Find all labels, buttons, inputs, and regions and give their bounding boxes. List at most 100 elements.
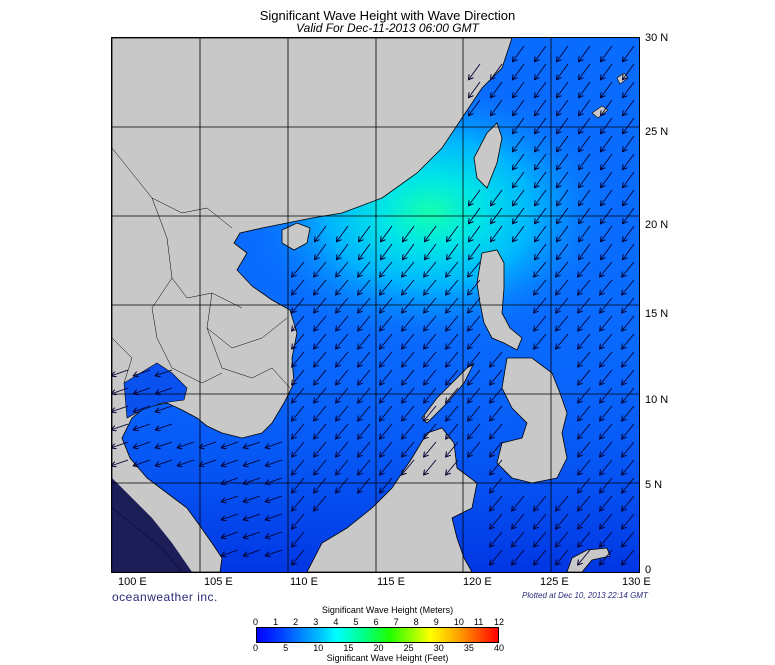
wave-direction-arrow (155, 369, 173, 376)
wave-direction-arrow (622, 279, 635, 295)
wave-direction-arrow (336, 369, 349, 385)
wave-direction-arrow (314, 369, 327, 385)
wave-direction-arrow (556, 99, 569, 116)
wave-direction-arrow (380, 333, 393, 349)
wave-direction-arrow (578, 279, 591, 295)
wave-direction-arrow (468, 315, 481, 331)
wave-direction-arrow (468, 369, 481, 385)
lon-label-100e: 100 E (118, 576, 147, 588)
wave-direction-arrow (155, 423, 173, 430)
wave-direction-arrow (424, 423, 437, 439)
wave-direction-arrow (243, 495, 261, 502)
wave-direction-arrow (578, 153, 591, 170)
wave-direction-arrow (314, 405, 327, 421)
wave-direction-arrow (556, 279, 569, 295)
wave-direction-arrow (112, 405, 129, 412)
wave-direction-arrow (490, 423, 503, 439)
wave-map (111, 37, 640, 573)
wave-direction-arrow (112, 459, 129, 466)
wave-direction-arrow (578, 549, 591, 565)
wave-direction-arrow (600, 441, 613, 457)
wave-direction-arrow (314, 225, 327, 242)
colorbar-meter-tick: 11 (473, 617, 484, 627)
wave-direction-arrow (490, 207, 503, 224)
land-taiwan (473, 122, 503, 189)
land-dark-sumatra (112, 478, 192, 572)
wave-direction-arrow (265, 549, 283, 556)
wave-direction-arrow (600, 477, 613, 493)
wave-direction-arrow (358, 405, 371, 421)
wave-direction-arrow (600, 225, 613, 242)
wave-direction-arrow (380, 459, 393, 475)
wave-direction-arrow (358, 279, 371, 295)
wave-direction-arrows (112, 45, 635, 565)
wave-direction-arrow (556, 261, 569, 277)
wave-direction-arrow (424, 243, 437, 260)
wave-direction-arrow (622, 153, 635, 170)
wave-direction-arrow (112, 387, 129, 394)
wave-direction-arrow (534, 117, 547, 134)
colorbar-meter-tick: 6 (373, 617, 379, 627)
wave-direction-arrow (314, 261, 327, 277)
wave-direction-arrow (402, 297, 415, 313)
colorbar (256, 627, 499, 643)
wave-direction-arrow (446, 351, 459, 367)
colorbar-meter-tick: 3 (313, 617, 319, 627)
wave-direction-arrow (512, 99, 525, 116)
wave-direction-arrow (358, 315, 371, 331)
wave-direction-arrow (468, 81, 481, 98)
wave-direction-arrow (112, 441, 129, 448)
wave-direction-arrow (292, 477, 305, 493)
wave-direction-arrow (622, 477, 635, 493)
colorbar-meter-tick: 0 (253, 617, 259, 627)
wave-direction-arrow (622, 513, 635, 529)
wave-direction-arrow (314, 243, 327, 260)
wave-direction-arrow (600, 99, 613, 116)
wave-direction-arrow (490, 225, 503, 242)
wave-direction-arrow (600, 549, 613, 565)
wave-direction-arrow (512, 531, 525, 547)
wave-direction-arrow (265, 531, 283, 538)
wave-direction-arrow (424, 279, 437, 295)
wave-direction-arrow (446, 315, 459, 331)
wave-direction-arrow (490, 477, 503, 493)
wave-direction-arrow (468, 297, 481, 313)
wave-direction-arrow (336, 297, 349, 313)
wave-direction-arrow (424, 441, 437, 457)
land-luzon (476, 249, 523, 351)
wave-direction-arrow (534, 297, 547, 313)
wave-direction-arrow (622, 549, 635, 565)
wave-direction-arrow (380, 315, 393, 331)
wave-direction-arrow (600, 117, 613, 134)
wave-direction-arrow (177, 441, 195, 448)
wave-direction-arrow (490, 405, 503, 421)
wave-direction-arrow (556, 549, 569, 565)
wave-direction-arrow (556, 45, 569, 62)
wave-direction-arrow (402, 351, 415, 367)
wave-direction-arrow (468, 207, 481, 224)
wave-direction-arrow (578, 171, 591, 188)
wave-direction-arrow (336, 315, 349, 331)
wave-direction-arrow (243, 441, 261, 448)
wave-direction-arrow (490, 549, 503, 565)
wave-direction-arrow (380, 243, 393, 260)
wave-direction-arrow (133, 441, 151, 448)
wave-direction-arrow (292, 423, 305, 439)
lat-label-20n: 20 N (645, 219, 669, 231)
wave-direction-arrow (622, 351, 635, 367)
wave-direction-arrow (622, 423, 635, 439)
wave-direction-arrow (446, 405, 459, 421)
wave-direction-arrow (490, 369, 503, 385)
wave-direction-arrow (314, 297, 327, 313)
wave-direction-arrow (402, 459, 415, 475)
colorbar-meter-tick: 7 (393, 617, 399, 627)
colorbar-meter-tick: 5 (353, 617, 359, 627)
wave-direction-arrow (578, 243, 591, 260)
colorbar-meter-tick: 8 (413, 617, 419, 627)
wave-direction-arrow (622, 207, 635, 224)
wave-direction-arrow (556, 81, 569, 98)
land-hainan (281, 222, 311, 251)
wave-direction-arrow (512, 495, 525, 511)
wave-direction-arrow (512, 81, 525, 98)
wave-direction-arrow (446, 279, 459, 295)
